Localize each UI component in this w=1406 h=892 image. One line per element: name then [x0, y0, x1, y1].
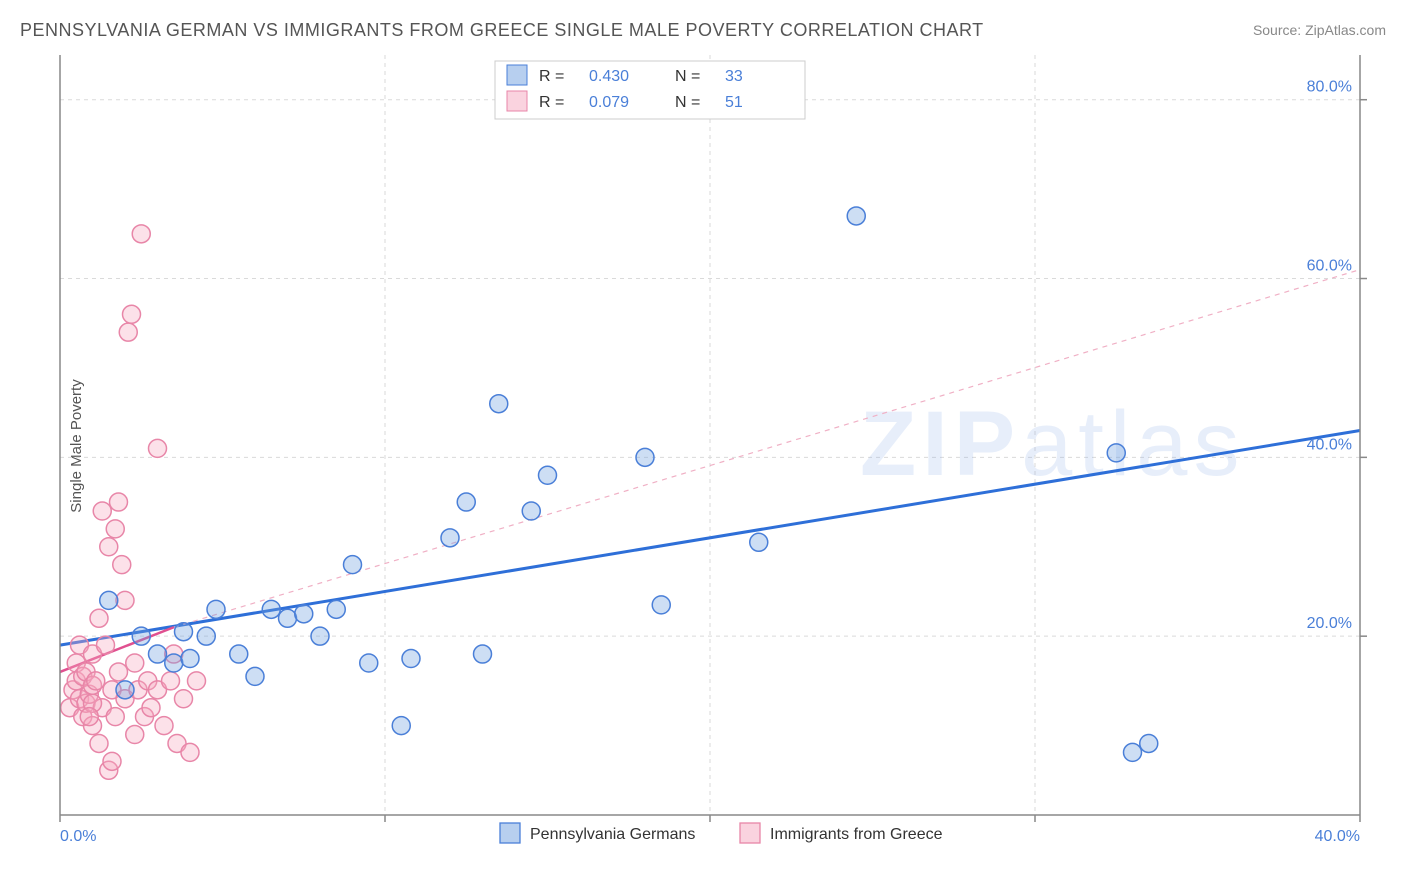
- data-point: [126, 654, 144, 672]
- bottom-legend-swatch: [500, 823, 520, 843]
- data-point: [132, 627, 150, 645]
- data-point: [100, 538, 118, 556]
- legend-n-value: 33: [725, 68, 743, 85]
- data-point: [457, 493, 475, 511]
- legend-n-label: N =: [675, 94, 700, 111]
- data-point: [1107, 444, 1125, 462]
- data-point: [1124, 743, 1142, 761]
- data-point: [474, 645, 492, 663]
- data-point: [181, 650, 199, 668]
- data-point: [123, 305, 141, 323]
- legend-r-value: 0.079: [589, 94, 629, 111]
- data-point: [360, 654, 378, 672]
- data-point: [116, 591, 134, 609]
- data-point: [522, 502, 540, 520]
- data-point: [344, 556, 362, 574]
- data-point: [126, 726, 144, 744]
- data-point: [162, 672, 180, 690]
- data-point: [847, 207, 865, 225]
- data-point: [93, 502, 111, 520]
- data-point: [80, 708, 98, 726]
- data-point: [113, 556, 131, 574]
- data-point: [175, 690, 193, 708]
- scatter-chart: ZIPatlas 0.0% 40.0% 20.0% 40.0% 60.0% 80.0% R =…: [50, 55, 1380, 845]
- bottom-legend-label: Pennsylvania Germans: [530, 826, 695, 843]
- data-point: [87, 672, 105, 690]
- data-point: [181, 743, 199, 761]
- trendline: [60, 431, 1360, 646]
- data-point: [246, 667, 264, 685]
- legend-r-label: R =: [539, 94, 564, 111]
- data-point: [110, 493, 128, 511]
- data-point: [539, 466, 557, 484]
- data-point: [311, 627, 329, 645]
- legend-r-value: 0.430: [589, 68, 629, 85]
- legend-swatch: [507, 91, 527, 111]
- chart-svg: ZIPatlas 0.0% 40.0% 20.0% 40.0% 60.0% 80.0% R =…: [50, 55, 1380, 845]
- bottom-legend-swatch: [740, 823, 760, 843]
- data-point: [106, 708, 124, 726]
- data-point: [327, 600, 345, 618]
- data-point: [90, 734, 108, 752]
- data-point: [149, 645, 167, 663]
- chart-title: PENNSYLVANIA GERMAN VS IMMIGRANTS FROM G…: [20, 20, 984, 41]
- legend-n-label: N =: [675, 68, 700, 85]
- data-point: [175, 623, 193, 641]
- data-point: [188, 672, 206, 690]
- data-point: [636, 448, 654, 466]
- legend-swatch: [507, 65, 527, 85]
- data-point: [149, 439, 167, 457]
- legend-n-value: 51: [725, 94, 743, 111]
- data-point: [490, 395, 508, 413]
- data-point: [652, 596, 670, 614]
- data-point: [103, 752, 121, 770]
- data-point: [392, 717, 410, 735]
- y-tick-label: 20.0%: [1307, 615, 1352, 632]
- data-point: [155, 717, 173, 735]
- data-point: [90, 609, 108, 627]
- data-point: [100, 591, 118, 609]
- data-point: [97, 636, 115, 654]
- legend-r-label: R =: [539, 68, 564, 85]
- source-attribution: Source: ZipAtlas.com: [1253, 22, 1386, 38]
- x-tick-label: 40.0%: [1315, 828, 1360, 845]
- data-point: [116, 681, 134, 699]
- x-tick-label: 0.0%: [60, 828, 96, 845]
- data-point: [750, 533, 768, 551]
- data-point: [402, 650, 420, 668]
- data-point: [1140, 734, 1158, 752]
- data-point: [207, 600, 225, 618]
- data-point: [119, 323, 137, 341]
- y-tick-label: 60.0%: [1307, 258, 1352, 275]
- data-point: [441, 529, 459, 547]
- watermark: ZIPatlas: [860, 393, 1245, 495]
- data-point: [165, 654, 183, 672]
- data-point: [279, 609, 297, 627]
- data-point: [197, 627, 215, 645]
- data-point: [132, 225, 150, 243]
- bottom-legend-label: Immigrants from Greece: [770, 826, 943, 843]
- source-link[interactable]: ZipAtlas.com: [1305, 22, 1386, 38]
- data-point: [110, 663, 128, 681]
- data-point: [230, 645, 248, 663]
- data-point: [142, 699, 160, 717]
- data-point: [106, 520, 124, 538]
- y-tick-label: 80.0%: [1307, 79, 1352, 96]
- y-tick-label: 40.0%: [1307, 436, 1352, 453]
- data-point: [262, 600, 280, 618]
- data-point: [295, 605, 313, 623]
- source-label: Source:: [1253, 22, 1305, 38]
